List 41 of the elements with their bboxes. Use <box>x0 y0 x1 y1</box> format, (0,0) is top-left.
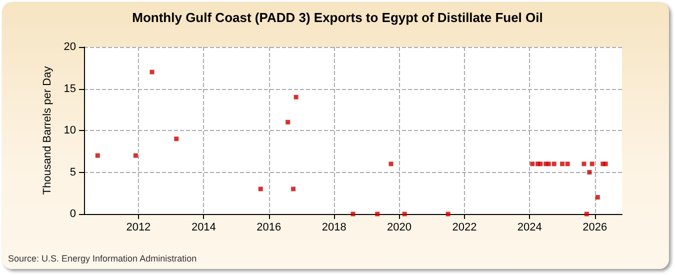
point <box>552 162 556 166</box>
x-tick-label: 2012 <box>126 222 151 234</box>
chart-title: Monthly Gulf Coast (PADD 3) Exports to Egypt of Distillate Fuel Oil <box>132 10 543 25</box>
y-tick-label: 15 <box>64 82 76 95</box>
point <box>446 212 450 216</box>
y-tick-label: 0 <box>70 208 76 220</box>
point <box>587 170 592 174</box>
point <box>582 162 586 166</box>
point <box>291 186 296 192</box>
point <box>375 212 380 216</box>
point <box>538 162 543 166</box>
point <box>595 195 600 200</box>
y-tick-label: 5 <box>70 166 76 178</box>
point <box>258 186 263 192</box>
x-tick-label: 2026 <box>582 222 608 234</box>
point <box>402 212 407 216</box>
x-tick-label: 2022 <box>452 222 477 234</box>
x-tick-label: 2018 <box>322 222 346 234</box>
y-tick-label: 20 <box>64 41 76 53</box>
y-axis-title: Thousand Barrels per Day <box>41 66 54 195</box>
point <box>603 162 608 166</box>
point <box>530 162 535 166</box>
point <box>388 162 394 166</box>
point <box>584 212 589 216</box>
x-tick-label: 2024 <box>517 222 542 234</box>
source-note: Source: U.S. Energy Information Administration <box>8 254 197 264</box>
point <box>133 153 138 158</box>
point <box>294 94 298 100</box>
y-tick-label: 10 <box>64 124 76 136</box>
point <box>150 70 154 74</box>
point <box>350 212 356 216</box>
x-tick-label: 2020 <box>386 222 412 234</box>
point <box>565 162 570 166</box>
point <box>95 153 100 158</box>
point <box>590 162 594 166</box>
x-tick-label: 2016 <box>256 222 282 234</box>
point <box>286 120 290 124</box>
point <box>546 162 551 166</box>
x-tick-label: 2014 <box>191 222 216 234</box>
point <box>560 162 565 166</box>
point <box>174 136 179 142</box>
